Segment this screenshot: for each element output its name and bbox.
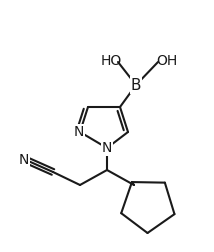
Text: N: N bbox=[102, 141, 112, 155]
Text: N: N bbox=[74, 125, 84, 139]
Text: B: B bbox=[131, 78, 141, 92]
Text: N: N bbox=[19, 153, 29, 167]
Text: OH: OH bbox=[156, 54, 178, 68]
Text: HO: HO bbox=[100, 54, 122, 68]
